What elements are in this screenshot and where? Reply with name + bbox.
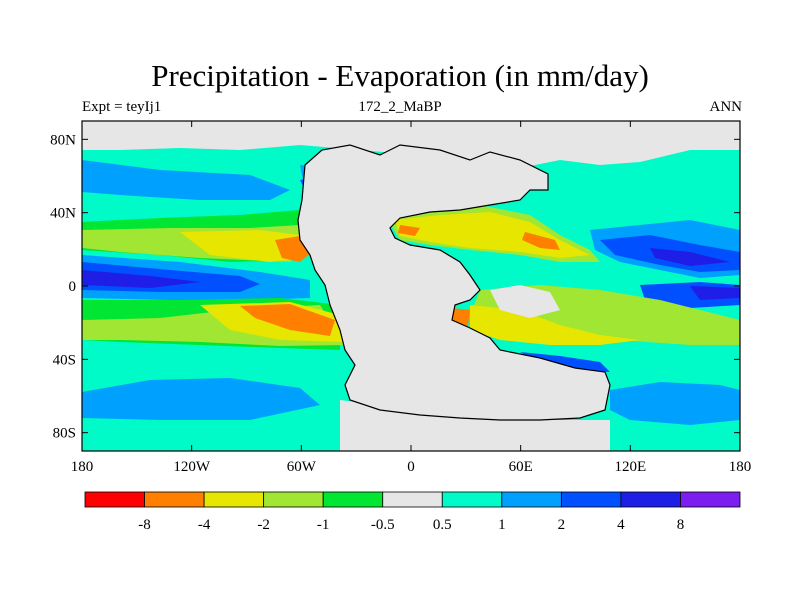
colorbar-label: 8 <box>677 517 685 533</box>
east-pacific-deep-core <box>690 286 740 300</box>
south-tethys-yellow <box>470 305 640 345</box>
lon-tick-label: 0 <box>407 459 415 475</box>
lon-tick-label: 120E <box>614 459 646 475</box>
colorbar-label: -8 <box>138 517 151 533</box>
colorbar-label: 0.5 <box>433 517 452 533</box>
equatorial-deep-core <box>82 270 200 288</box>
lon-tick-label: 60W <box>287 459 317 475</box>
arctic-neutral-region <box>82 121 740 168</box>
colorbar-swatch <box>680 491 741 508</box>
colorbar-swatch <box>620 491 681 508</box>
longitude-axis: 180 120W 60W 0 60E 120E 180 <box>71 121 752 475</box>
southern-ocean-storm-track-east <box>610 382 740 425</box>
colorbar-swatch <box>501 491 562 508</box>
pangaea-landmass <box>297 144 611 421</box>
lon-tick-label: 60E <box>509 459 533 475</box>
colorbar-label: 2 <box>558 517 566 533</box>
lat-tick-label: 40N <box>50 206 76 222</box>
colorbar-label: -2 <box>257 517 270 533</box>
experiment-label: Expt = teyIj1 <box>82 99 162 115</box>
lat-tick-label: 80N <box>50 132 76 148</box>
colorbar-label: -4 <box>198 517 211 533</box>
colorbar-label: -0.5 <box>371 517 395 533</box>
colorbar-swatch <box>144 491 205 508</box>
north-pacific-storm-track <box>82 160 290 200</box>
south-pacific-orange-core <box>240 304 335 336</box>
colorbar-swatch <box>382 491 443 508</box>
colorbar-swatch <box>203 491 265 508</box>
tethys-orange-patches <box>398 225 560 250</box>
latitude-axis: 80N 40N 0 40S 80S <box>50 132 740 442</box>
neutral-patch-east <box>490 285 560 318</box>
lat-tick-label: 40S <box>53 352 76 368</box>
colorbar-label: 4 <box>617 517 625 533</box>
colorbar-swatch <box>441 491 503 508</box>
colorbar-swatch <box>84 491 145 508</box>
colorbar-swatch <box>263 491 324 508</box>
colorbar-swatch <box>560 491 622 508</box>
colorbar-label: 1 <box>498 517 506 533</box>
colorbar-swatch <box>322 491 384 508</box>
north-pacific-subtropical-yellow <box>180 230 305 262</box>
east-tethys-deep <box>650 248 730 266</box>
lon-tick-label: 180 <box>729 459 752 475</box>
southeast-blue-patch <box>520 352 610 372</box>
season-label: ANN <box>709 99 743 115</box>
plot-title: Precipitation - Evaporation (in mm/day) <box>151 58 649 93</box>
lat-tick-label: 0 <box>69 279 77 295</box>
lon-tick-label: 120W <box>173 459 211 475</box>
map-field <box>82 121 740 451</box>
time-label: 172_2_MaBP <box>358 99 442 115</box>
colorbar-label: -1 <box>317 517 330 533</box>
colorbar: -8 -4 -2 -1 -0.5 0.5 1 2 4 8 <box>84 491 741 533</box>
lat-tick-label: 80S <box>53 426 76 442</box>
lon-tick-label: 180 <box>71 459 94 475</box>
southern-ocean-storm-track-west <box>82 378 320 420</box>
